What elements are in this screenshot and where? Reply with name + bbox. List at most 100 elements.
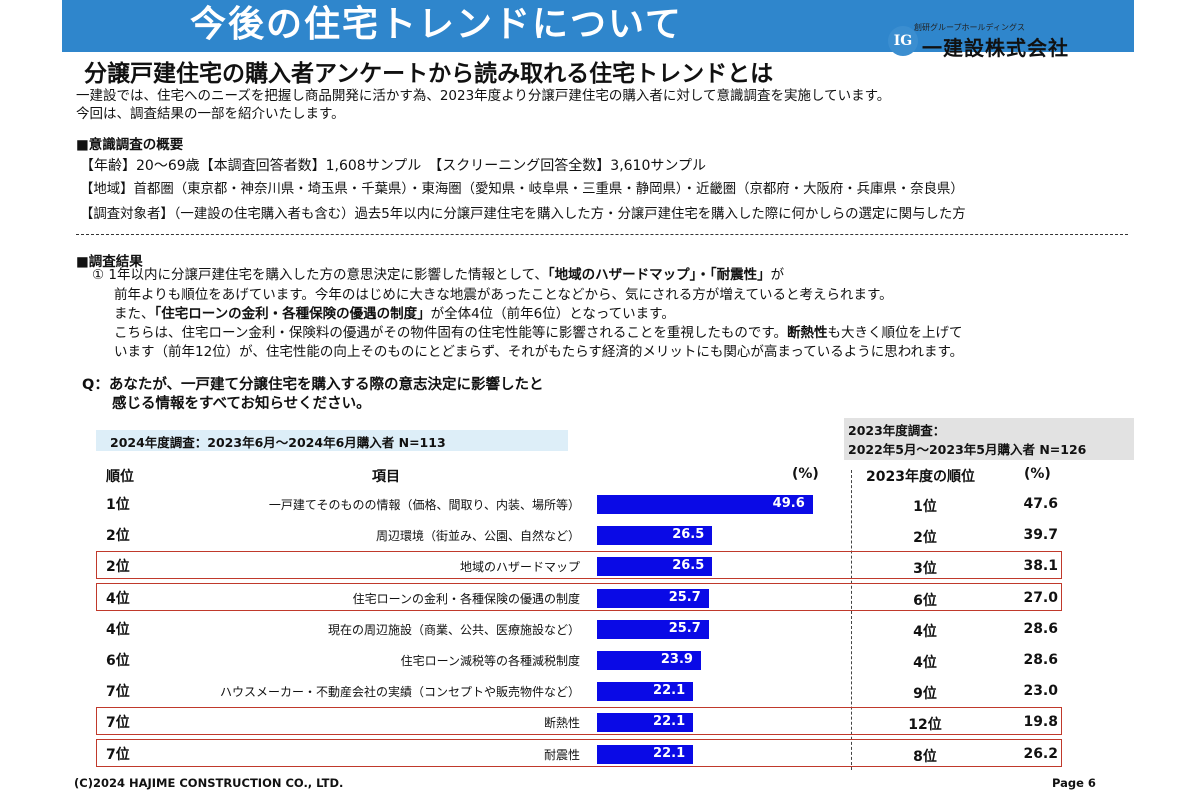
results-text: また、 (114, 306, 155, 322)
bar-value-label: 22.1 (653, 745, 686, 761)
col-header-rank: 順位 (106, 469, 134, 485)
value-2023-label: 28.6 (1023, 652, 1058, 668)
results-line-3: また、「住宅ローンの金利・各種保険の優遇の制度」が全体4位（前年6位）となってい… (114, 305, 675, 323)
survey-question: Q：あなたが、一戸建て分譲住宅を購入する際の意志決定に影響したと 感じる情報をす… (82, 376, 544, 414)
company-logo: IG 創研グループホールディングス 一建設株式会社 (888, 18, 1088, 62)
results-text: が (770, 267, 785, 283)
page-title: 今後の住宅トレンドについて (190, 4, 683, 45)
results-text: が全体4位（前年6位）となっています。 (430, 306, 675, 322)
rank-2023-label: 12位 (908, 717, 942, 734)
rank-label: 2位 (106, 528, 130, 545)
value-2023-label: 19.8 (1023, 714, 1058, 731)
bar (597, 713, 694, 733)
bar (597, 744, 694, 764)
intro-line-1: 一建設では、住宅へのニーズを把握し商品開発に活かす為、2023年度より分譲戸建住… (76, 88, 891, 104)
rank-2023-label: 4位 (913, 655, 937, 671)
results-text: ① 1年以内に分譲戸建住宅を購入した方の意思決定に影響した情報として、 (92, 267, 548, 283)
value-2023-label: 39.7 (1023, 527, 1058, 544)
bar-value-label: 22.1 (653, 683, 686, 699)
bar (597, 682, 694, 702)
value-2023-label: 26.2 (1023, 745, 1058, 762)
rank-label: 4位 (106, 590, 130, 607)
section-divider (76, 234, 1128, 235)
bar (597, 557, 713, 577)
results-emphasis: 「住宅ローンの金利・各種保険の優遇の制度」 (154, 306, 431, 322)
bar-value-label: 49.6 (772, 496, 805, 511)
value-2023-label: 47.6 (1023, 496, 1058, 512)
survey-2023-line-2: 2022年5月～2023年5月購入者 N=126 (848, 442, 1087, 457)
value-2023-label: 38.1 (1023, 558, 1058, 575)
bar-value-label: 25.7 (668, 589, 701, 605)
bar-value-label: 22.1 (653, 714, 686, 730)
item-label: 住宅ローン減税等の各種減税制度 (400, 654, 580, 668)
question-line-1: Q：あなたが、一戸建て分譲住宅を購入する際の意志決定に影響したと (82, 377, 544, 393)
value-2023-label: 27.0 (1023, 589, 1058, 606)
col-header-rank-2023: 2023年度の順位 (866, 469, 975, 485)
rank-2023-label: 1位 (913, 499, 937, 515)
subtitle: 分譲戸建住宅の購入者アンケートから読み取れる住宅トレンドとは (84, 61, 774, 87)
rank-label: 7位 (106, 715, 130, 732)
col-header-pct-2023: (%) (1024, 466, 1051, 482)
rank-2023-label: 2位 (913, 530, 937, 547)
bar-value-label: 26.5 (672, 527, 705, 543)
copyright: (C)2024 HAJIME CONSTRUCTION CO., LTD. (74, 776, 344, 790)
rank-label: 7位 (106, 684, 130, 701)
header-bar (62, 0, 1134, 52)
results-emphasis: 断熱性 (786, 325, 828, 341)
results-text: も大きく順位を上げて (827, 325, 963, 341)
value-2023-label: 28.6 (1023, 620, 1058, 637)
bar-value-label: 23.9 (660, 652, 693, 667)
item-label: 現在の周辺施設（商業、公共、医療施設など） (327, 622, 580, 637)
rank-2023-label: 3位 (913, 561, 937, 578)
rank-2023-label: 4位 (913, 623, 937, 640)
highlight-box (96, 707, 1062, 736)
results-line-1: ① 1年以内に分譲戸建住宅を購入した方の意思決定に影響した情報として、「地域のハ… (92, 266, 784, 284)
highlight-box (96, 551, 1062, 580)
survey-2023-label: 2023年度調査： 2022年5月～2023年5月購入者 N=126 (844, 418, 1134, 460)
bar-value-label: 25.7 (668, 620, 701, 636)
rank-label: 6位 (106, 653, 130, 669)
item-label: 地域のハザードマップ (459, 560, 580, 575)
overview-line-2: 【地域】首都圏（東京都・神奈川県・埼玉県・千葉県）・東海圏（愛知県・岐阜県・三重… (80, 182, 964, 197)
bar-value-label: 26.5 (672, 558, 705, 574)
intro-line-2: 今回は、調査結果の一部を紹介いたします。 (76, 106, 345, 122)
item-label: ハウスメーカー・不動産会社の実績（コンセプトや販売物件など） (219, 685, 580, 700)
bar (597, 619, 709, 639)
rank-label: 4位 (106, 621, 130, 638)
logo-company-name: 一建設株式会社 (922, 36, 1069, 60)
results-heading: ■調査結果 (76, 254, 143, 270)
rank-2023-label: 8位 (913, 748, 937, 765)
overview-line-1: 【年齢】20～69歳【本調査回答者数】1,608サンプル 【スクリーニング回答全… (80, 158, 706, 174)
page-number: Page 6 (1052, 776, 1096, 790)
item-label: 周辺環境（街並み、公園、自然など） (375, 529, 580, 544)
rank-label: 2位 (106, 559, 130, 576)
bar (597, 651, 701, 670)
bar (597, 526, 713, 546)
col-header-item: 項目 (372, 469, 400, 485)
logo-group-name: 創研グループホールディングス (914, 23, 1025, 32)
value-2023-label: 23.0 (1023, 683, 1058, 700)
survey-2024-text: 2024年度調査：2023年6月～2024年6月購入者 N=113 (110, 435, 446, 450)
rank-label: 7位 (106, 746, 130, 763)
col-header-pct: (%) (792, 466, 819, 482)
item-label: 耐震性 (543, 747, 580, 762)
rank-2023-label: 9位 (913, 686, 937, 703)
highlight-box (96, 738, 1062, 767)
bar (597, 495, 813, 514)
overview-heading: ■意識調査の概要 (76, 137, 184, 153)
bar (597, 588, 709, 608)
survey-2023-line-1: 2023年度調査： (848, 423, 946, 438)
item-label: 住宅ローンの金利・各種保険の優遇の制度 (352, 591, 580, 606)
year-divider (851, 470, 852, 770)
item-label: 断熱性 (543, 716, 580, 731)
item-label: 一戸建てそのものの情報（価格、間取り、内装、場所等） (268, 498, 580, 512)
results-line-5: います（前年12位）が、住宅性能の向上そのものにとどまらず、それがもたらす経済的… (114, 344, 964, 360)
question-line-2: 感じる情報をすべてお知らせください。 (112, 396, 371, 412)
rank-2023-label: 6位 (913, 592, 937, 609)
overview-line-3: 【調査対象者】（一建設の住宅購入者も含む）過去5年以内に分譲戸建住宅を購入した方… (80, 207, 966, 222)
highlight-box (96, 582, 1062, 611)
rank-label: 1位 (106, 497, 130, 513)
results-line-2: 前年よりも順位をあげています。今年のはじめに大きな地震があったことなどから、気に… (114, 287, 893, 303)
logo-mark-icon: IG (888, 26, 918, 56)
results-line-4: こちらは、住宅ローン金利・保険料の優遇がその物件固有の住宅性能等に影響されること… (114, 324, 962, 342)
